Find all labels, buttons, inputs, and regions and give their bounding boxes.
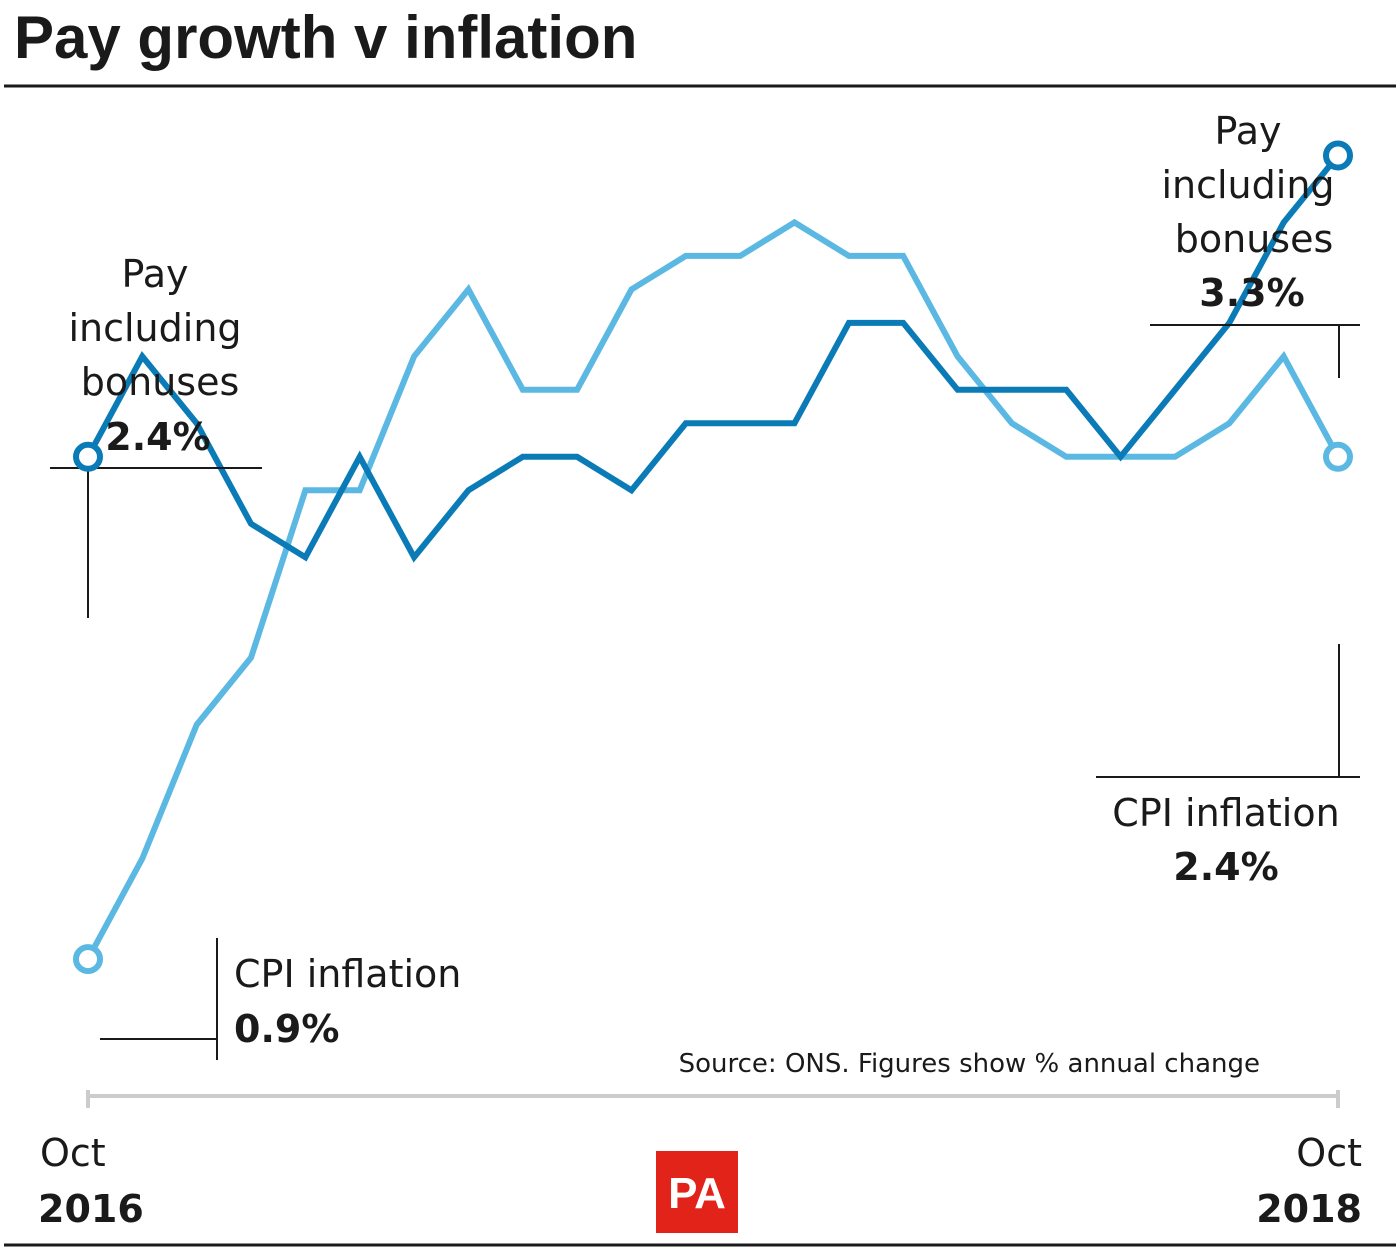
annotation-pay-end-value: 3.3% — [1199, 271, 1304, 315]
annotation-pay-end-line2: including — [1161, 163, 1334, 207]
annotation-cpi-start-label: CPI inflation — [234, 952, 461, 996]
marker-pay-end — [1323, 140, 1353, 171]
marker-cpi-start — [73, 944, 103, 975]
x-tick-label-start-month: Oct — [40, 1131, 106, 1175]
x-tick-label-start-year: 2016 — [38, 1187, 144, 1231]
series-line-pay-including-bonuses — [85, 153, 1341, 563]
x-tick-label-end-month: Oct — [1296, 1131, 1362, 1175]
annotation-pay-start-line2: including — [68, 306, 241, 350]
annotation-cpi-end-label: CPI inflation — [1112, 791, 1339, 835]
chart-title: Pay growth v inflation — [14, 4, 637, 71]
marker-pay-start — [73, 441, 103, 472]
x-tick-label-end-year: 2018 — [1256, 1187, 1362, 1231]
marker-cpi-end — [1323, 441, 1353, 472]
annotation-cpi-end-value: 2.4% — [1173, 845, 1278, 889]
pa-logo-text: PA — [668, 1169, 726, 1218]
annotation-pay-start-value: 2.4% — [105, 415, 210, 459]
source-note: Source: ONS. Figures show % annual chang… — [679, 1049, 1260, 1079]
annotation-pay-start-line1: Pay — [122, 252, 189, 296]
annotation-pay-end-line1: Pay — [1215, 109, 1282, 153]
annotation-cpi-start-value: 0.9% — [234, 1007, 339, 1051]
pa-logo — [656, 1151, 738, 1233]
annotation-pay-start-line3: bonuses — [81, 360, 240, 404]
annotation-pay-end-line3: bonuses — [1175, 217, 1334, 261]
series-line-cpi-inflation — [85, 218, 1341, 961]
